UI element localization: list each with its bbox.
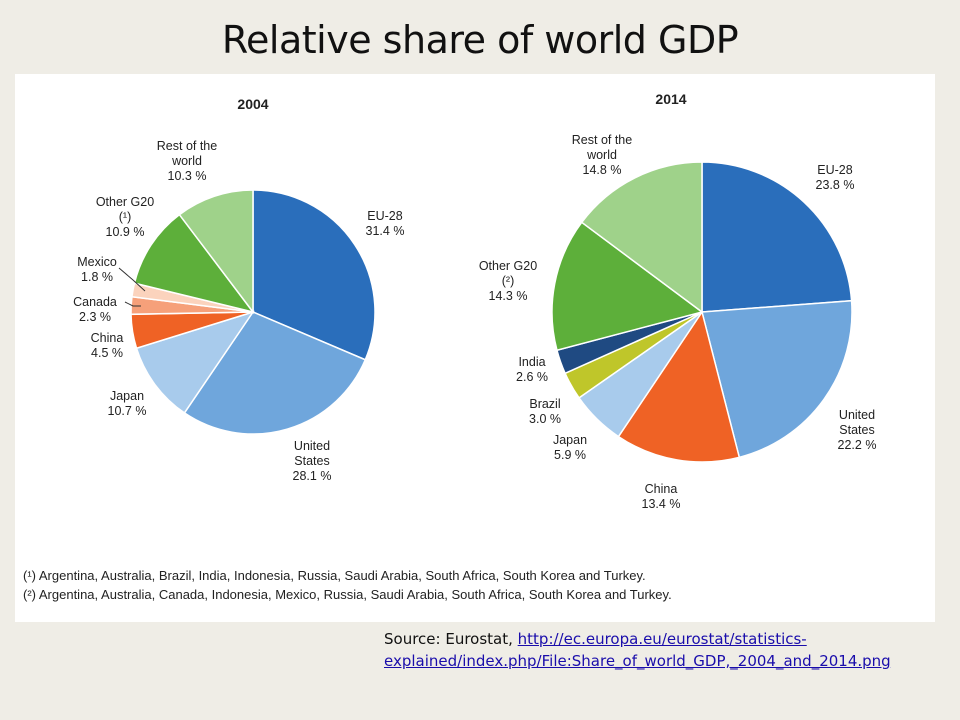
source-citation: Source: Eurostat, http://ec.europa.eu/eu… xyxy=(384,628,944,672)
footnote-1: (¹) Argentina, Australia, Brazil, India,… xyxy=(23,568,646,583)
pie-2014-label-1: United States 22.2 % xyxy=(838,408,877,452)
source-prefix: Source: Eurostat, xyxy=(384,630,518,648)
pie-2004-slice-7 xyxy=(178,189,254,315)
slide-title: Relative share of world GDP xyxy=(221,18,739,62)
pie-2014-label-5: India 2.6 % xyxy=(516,355,548,384)
pie-2004-leader-4 xyxy=(124,301,141,307)
source-link-line1[interactable]: http://ec.europa.eu/eurostat/statistics- xyxy=(517,630,807,648)
pie-2004-label-1: United States 28.1 % xyxy=(293,439,332,483)
pie-2004-label-4: Canada 2.3 % xyxy=(73,295,117,324)
pie-2004-slice-2 xyxy=(135,310,255,414)
pie-2004-leader-5 xyxy=(118,267,146,292)
pie-2004-label-0: EU-28 31.4 % xyxy=(366,209,405,238)
pie-2004-label-3: China 4.5 % xyxy=(91,331,124,360)
pie-charts: 2004 EU-28 31.4 % United States 28.1 % Japan 10… xyxy=(73,91,877,511)
pie-2014-slice-1 xyxy=(701,299,853,459)
pie-2014-slice-6 xyxy=(551,221,704,352)
pie-2014-label-6: Other G20 (²) 14.3 % xyxy=(479,259,537,303)
pie-2014-title: 2014 xyxy=(655,91,686,107)
pie-2014-label-2: China 13.4 % xyxy=(642,482,681,511)
footnote-2: (²) Argentina, Australia, Canada, Indone… xyxy=(23,587,672,602)
pie-2014-slice-7 xyxy=(580,161,703,314)
pie-2004-title: 2004 xyxy=(237,96,268,112)
pie-2004-slice-1 xyxy=(183,311,367,435)
source-link-line2[interactable]: explained/index.php/File:Share_of_world_… xyxy=(384,652,891,670)
pie-2004-label-7: Rest of the world 10.3 % xyxy=(157,139,217,183)
chart-panel: 2004 EU-28 31.4 % United States 28.1 % Japan 10… xyxy=(15,74,935,622)
pie-2014-slice-0 xyxy=(701,161,853,313)
pie-2014-label-4: Brazil 3.0 % xyxy=(529,397,561,426)
pie-2004-label-5: Mexico 1.8 % xyxy=(77,255,117,284)
pie-2014-label-7: Rest of the world 14.8 % xyxy=(572,133,632,177)
pie-2014-slice-2 xyxy=(617,310,741,463)
pie-2004-label-2: Japan 10.7 % xyxy=(108,389,147,418)
pie-2004-label-6: Other G20 (¹) 10.9 % xyxy=(96,195,154,239)
pie-2014-label-3: Japan 5.9 % xyxy=(553,433,587,462)
pie-2014-label-0: EU-28 23.8 % xyxy=(816,163,855,192)
pie-2004-slice-6 xyxy=(133,213,255,314)
pie-2004-slice-0 xyxy=(252,189,376,361)
